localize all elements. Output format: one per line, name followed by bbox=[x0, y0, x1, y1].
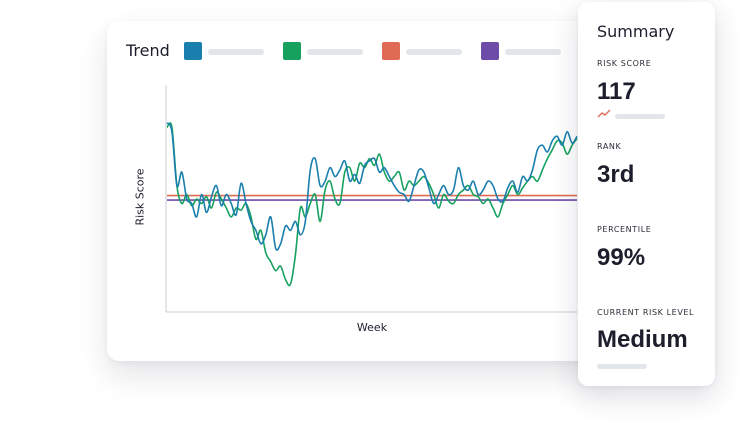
percentile-label: PERCENTILE bbox=[597, 225, 652, 234]
rank-value: 3rd bbox=[597, 161, 635, 188]
summary-card: Summary RISK SCORE 117 RANK 3rd PERCENTI… bbox=[578, 2, 715, 386]
series-line-2 bbox=[166, 122, 578, 287]
risk-score-label: RISK SCORE bbox=[597, 59, 652, 68]
legend-label-placeholder bbox=[406, 49, 462, 55]
rank-label: RANK bbox=[597, 142, 622, 151]
plot-area bbox=[166, 122, 578, 287]
legend-swatch-orange bbox=[382, 42, 400, 60]
risk-level-bar-placeholder bbox=[597, 364, 647, 369]
summary-title: Summary bbox=[597, 22, 675, 41]
trend-chart-card: Trend Risk Score Week bbox=[107, 21, 607, 361]
legend-swatch-blue bbox=[184, 42, 202, 60]
legend-label-placeholder bbox=[505, 49, 561, 55]
risk-score-bar-placeholder bbox=[615, 114, 665, 119]
series-line-1 bbox=[166, 122, 578, 251]
y-axis-label: Risk Score bbox=[133, 168, 147, 226]
legend-label-placeholder bbox=[307, 49, 363, 55]
legend-swatch-green bbox=[283, 42, 301, 60]
trend-line-chart bbox=[165, 85, 578, 313]
percentile-value: 99% bbox=[597, 244, 646, 271]
x-axis-label: Week bbox=[356, 321, 388, 334]
trend-up-icon bbox=[597, 109, 611, 118]
risk-level-value: Medium bbox=[597, 326, 688, 353]
risk-score-value: 117 bbox=[597, 78, 636, 105]
legend-label-placeholder bbox=[208, 49, 264, 55]
legend-swatch-purple bbox=[481, 42, 499, 60]
risk-level-label: CURRENT RISK LEVEL bbox=[597, 308, 695, 317]
trend-title: Trend bbox=[126, 41, 170, 60]
